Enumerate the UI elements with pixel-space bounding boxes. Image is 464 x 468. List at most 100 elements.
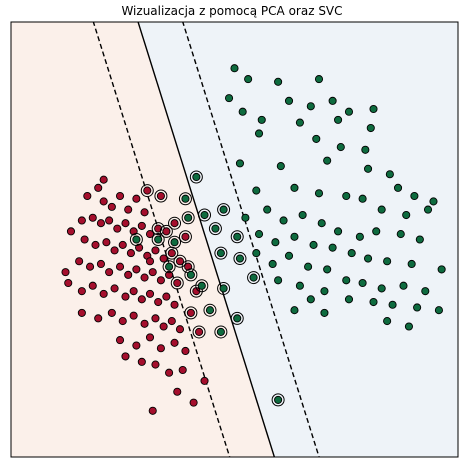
- data-point-green: [399, 281, 408, 290]
- data-point-green: [244, 75, 253, 84]
- data-point-red: [145, 289, 155, 298]
- data-point-red: [85, 262, 95, 271]
- margin-line-right: [182, 22, 320, 457]
- data-point-red: [148, 406, 157, 415]
- data-point-green: [410, 191, 419, 201]
- data-point-red: [167, 249, 176, 258]
- support-vector-ring: [159, 224, 173, 238]
- data-point-red: [96, 259, 105, 269]
- data-point-green: [328, 243, 337, 252]
- data-point-green: [254, 230, 264, 239]
- data-point-green: [268, 259, 277, 269]
- data-point-green: [385, 170, 394, 179]
- data-point-green: [312, 134, 321, 143]
- data-point-green: [200, 210, 209, 220]
- data-point-green: [197, 281, 206, 290]
- class-region-right: [138, 22, 458, 457]
- data-point-green: [358, 194, 367, 203]
- data-point-red: [77, 287, 86, 296]
- data-point-green: [290, 306, 299, 315]
- data-point-green: [407, 259, 416, 269]
- data-point-green: [415, 235, 424, 244]
- data-point-red: [80, 235, 89, 244]
- data-point-red: [145, 230, 155, 239]
- data-point-red: [83, 191, 92, 201]
- data-point-red: [121, 219, 130, 228]
- data-point-red: [64, 278, 73, 288]
- support-vector-ring: [168, 216, 182, 230]
- data-point-green: [314, 189, 324, 198]
- support-vector-ring: [162, 260, 176, 274]
- data-point-red: [77, 308, 86, 317]
- support-vector-ring: [198, 208, 212, 222]
- data-point-red: [145, 257, 155, 266]
- data-point-green: [393, 183, 403, 192]
- data-point-red: [140, 273, 149, 282]
- support-vector-ring: [192, 325, 206, 339]
- data-point-green: [383, 317, 392, 326]
- data-point-red: [137, 357, 146, 366]
- data-point-green: [216, 327, 225, 336]
- data-point-red: [186, 308, 195, 317]
- support-vector-ring: [195, 279, 209, 293]
- data-point-green: [252, 186, 261, 195]
- data-point-red: [178, 365, 187, 375]
- data-point-red: [129, 287, 138, 296]
- data-point-green: [347, 249, 356, 258]
- data-point-red: [124, 270, 133, 279]
- data-point-red: [173, 387, 182, 396]
- support-vector-ring: [214, 246, 228, 260]
- support-vector-ring: [271, 393, 285, 407]
- data-point-green: [402, 210, 411, 220]
- data-point-green: [413, 303, 422, 312]
- data-point-red: [132, 265, 141, 274]
- data-point-red: [159, 254, 168, 263]
- data-point-green: [233, 314, 242, 323]
- data-point-red: [143, 186, 152, 195]
- data-point-green: [132, 235, 141, 244]
- data-point-green: [372, 227, 381, 236]
- support-vector-ring: [184, 268, 198, 282]
- data-point-red: [77, 216, 86, 225]
- data-point-green: [369, 104, 378, 114]
- data-point-red: [195, 327, 204, 336]
- data-point-red: [94, 183, 103, 192]
- data-point-green: [309, 240, 318, 249]
- data-point-green: [423, 205, 433, 214]
- data-point-red: [126, 249, 135, 258]
- data-point-green: [306, 102, 315, 111]
- data-point-green: [434, 306, 443, 315]
- support-vector-ring: [230, 311, 244, 325]
- support-vector-ring: [208, 222, 222, 236]
- data-point-green: [284, 96, 294, 105]
- data-point-red: [115, 191, 125, 201]
- data-point-red: [110, 284, 119, 293]
- data-point-green: [396, 230, 405, 239]
- support-vector-ring: [170, 276, 184, 290]
- data-point-green: [429, 197, 438, 206]
- data-point-red: [102, 238, 111, 247]
- data-point-green: [284, 251, 294, 260]
- data-point-green: [304, 262, 313, 271]
- data-point-red: [170, 219, 179, 228]
- data-point-red: [99, 289, 108, 298]
- data-point-green: [205, 306, 215, 315]
- data-point-green: [437, 265, 446, 274]
- support-vector-ring: [233, 252, 247, 266]
- data-point-green: [377, 205, 386, 214]
- data-point-green: [355, 232, 364, 241]
- data-point-red: [115, 336, 125, 345]
- data-point-red: [121, 292, 130, 301]
- data-point-red: [162, 292, 171, 301]
- data-point-green: [361, 145, 370, 154]
- data-point-green: [358, 278, 367, 288]
- data-point-green: [238, 107, 247, 116]
- data-point-green: [252, 249, 261, 258]
- data-point-red: [137, 295, 146, 304]
- data-point-green: [404, 322, 413, 331]
- support-vector-ring: [168, 235, 182, 249]
- support-vector-ring: [189, 284, 203, 298]
- data-point-red: [88, 281, 97, 290]
- data-point-red: [107, 202, 116, 211]
